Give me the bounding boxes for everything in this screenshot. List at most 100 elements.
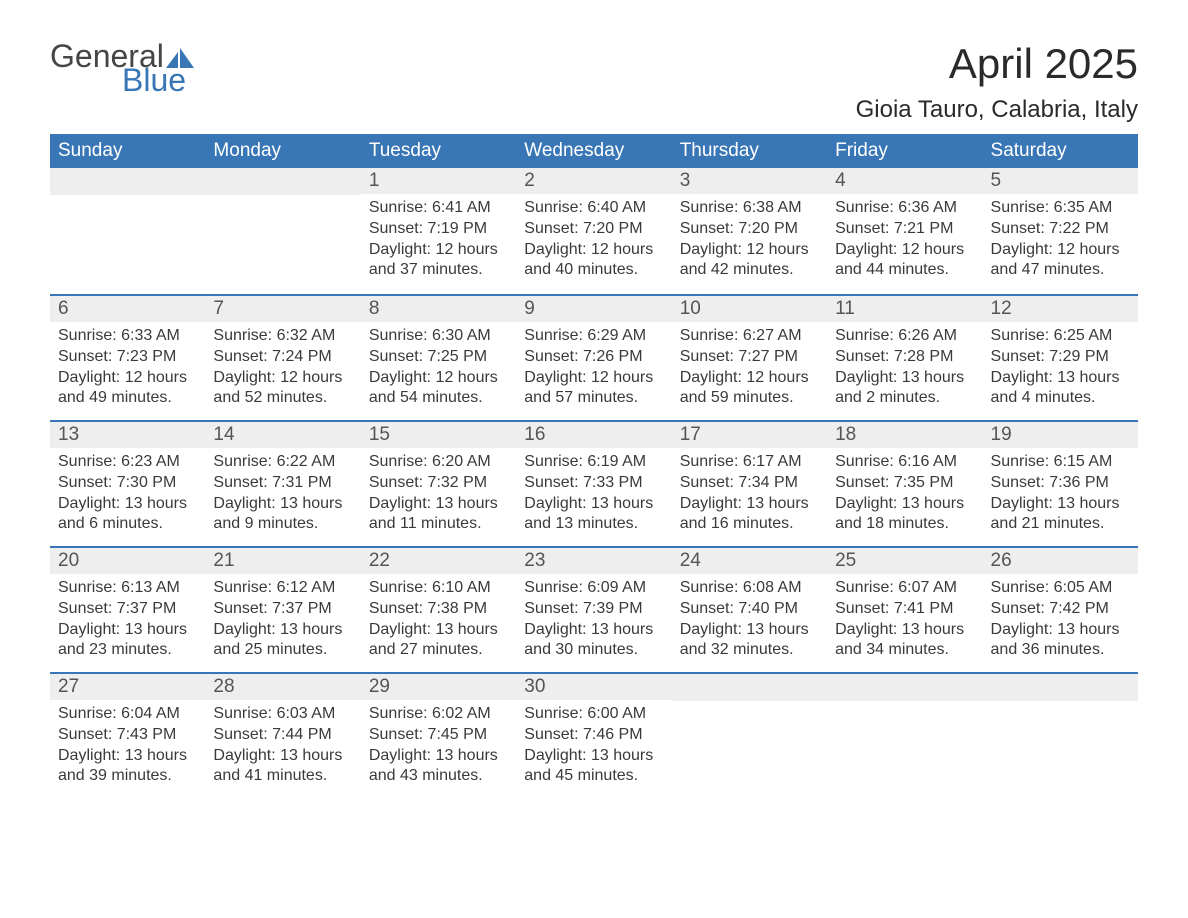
calendar-week: 20Sunrise: 6:13 AMSunset: 7:37 PMDayligh… (50, 546, 1138, 672)
calendar-day-cell: 8Sunrise: 6:30 AMSunset: 7:25 PMDaylight… (361, 296, 516, 420)
day-daylight1: Daylight: 13 hours (991, 494, 1130, 515)
day-sunset: Sunset: 7:31 PM (213, 473, 352, 494)
day-sunrise: Sunrise: 6:32 AM (213, 326, 352, 347)
day-sunset: Sunset: 7:29 PM (991, 347, 1130, 368)
day-number: 12 (983, 296, 1138, 322)
day-daylight1: Daylight: 13 hours (524, 494, 663, 515)
day-sunrise: Sunrise: 6:10 AM (369, 578, 508, 599)
day-sunset: Sunset: 7:44 PM (213, 725, 352, 746)
day-number: 29 (361, 674, 516, 700)
day-number: 24 (672, 548, 827, 574)
day-daylight2: and 40 minutes. (524, 260, 663, 281)
title-block: April 2025 Gioia Tauro, Calabria, Italy (856, 40, 1138, 124)
day-content: Sunrise: 6:05 AMSunset: 7:42 PMDaylight:… (983, 574, 1138, 665)
day-content: Sunrise: 6:17 AMSunset: 7:34 PMDaylight:… (672, 448, 827, 539)
day-number: 16 (516, 422, 671, 448)
day-daylight2: and 36 minutes. (991, 640, 1130, 661)
day-number: 1 (361, 168, 516, 194)
calendar-day-cell (827, 674, 982, 798)
day-daylight2: and 23 minutes. (58, 640, 197, 661)
day-content: Sunrise: 6:19 AMSunset: 7:33 PMDaylight:… (516, 448, 671, 539)
day-number: 15 (361, 422, 516, 448)
day-daylight2: and 37 minutes. (369, 260, 508, 281)
day-number: 3 (672, 168, 827, 194)
day-daylight2: and 41 minutes. (213, 766, 352, 787)
day-number (205, 168, 360, 195)
day-sunset: Sunset: 7:32 PM (369, 473, 508, 494)
day-daylight2: and 52 minutes. (213, 388, 352, 409)
calendar-day-cell: 5Sunrise: 6:35 AMSunset: 7:22 PMDaylight… (983, 168, 1138, 294)
logo-text-blue: Blue (122, 64, 194, 96)
day-daylight1: Daylight: 13 hours (991, 368, 1130, 389)
day-sunset: Sunset: 7:40 PM (680, 599, 819, 620)
day-content: Sunrise: 6:07 AMSunset: 7:41 PMDaylight:… (827, 574, 982, 665)
calendar-day-cell: 17Sunrise: 6:17 AMSunset: 7:34 PMDayligh… (672, 422, 827, 546)
day-number (827, 674, 982, 701)
day-daylight1: Daylight: 13 hours (369, 494, 508, 515)
day-sunset: Sunset: 7:20 PM (524, 219, 663, 240)
day-sunrise: Sunrise: 6:35 AM (991, 198, 1130, 219)
day-content: Sunrise: 6:16 AMSunset: 7:35 PMDaylight:… (827, 448, 982, 539)
day-daylight1: Daylight: 13 hours (680, 494, 819, 515)
day-sunset: Sunset: 7:26 PM (524, 347, 663, 368)
day-content: Sunrise: 6:27 AMSunset: 7:27 PMDaylight:… (672, 322, 827, 413)
calendar-day-cell: 1Sunrise: 6:41 AMSunset: 7:19 PMDaylight… (361, 168, 516, 294)
day-number: 7 (205, 296, 360, 322)
day-daylight2: and 43 minutes. (369, 766, 508, 787)
day-content: Sunrise: 6:40 AMSunset: 7:20 PMDaylight:… (516, 194, 671, 285)
day-sunset: Sunset: 7:22 PM (991, 219, 1130, 240)
day-sunset: Sunset: 7:28 PM (835, 347, 974, 368)
day-sunset: Sunset: 7:20 PM (680, 219, 819, 240)
day-sunset: Sunset: 7:35 PM (835, 473, 974, 494)
day-sunset: Sunset: 7:30 PM (58, 473, 197, 494)
day-sunset: Sunset: 7:45 PM (369, 725, 508, 746)
day-daylight2: and 21 minutes. (991, 514, 1130, 535)
day-header: Thursday (672, 134, 827, 168)
day-daylight1: Daylight: 13 hours (213, 620, 352, 641)
day-daylight1: Daylight: 12 hours (524, 368, 663, 389)
day-content: Sunrise: 6:03 AMSunset: 7:44 PMDaylight:… (205, 700, 360, 791)
day-content: Sunrise: 6:25 AMSunset: 7:29 PMDaylight:… (983, 322, 1138, 413)
day-number: 22 (361, 548, 516, 574)
day-sunrise: Sunrise: 6:12 AM (213, 578, 352, 599)
day-daylight1: Daylight: 13 hours (58, 746, 197, 767)
calendar-day-cell: 19Sunrise: 6:15 AMSunset: 7:36 PMDayligh… (983, 422, 1138, 546)
day-number: 19 (983, 422, 1138, 448)
day-sunset: Sunset: 7:21 PM (835, 219, 974, 240)
calendar-day-cell (50, 168, 205, 294)
calendar-day-cell: 12Sunrise: 6:25 AMSunset: 7:29 PMDayligh… (983, 296, 1138, 420)
day-content: Sunrise: 6:10 AMSunset: 7:38 PMDaylight:… (361, 574, 516, 665)
day-content: Sunrise: 6:12 AMSunset: 7:37 PMDaylight:… (205, 574, 360, 665)
calendar-grid: Sunday Monday Tuesday Wednesday Thursday… (50, 134, 1138, 798)
day-number: 4 (827, 168, 982, 194)
calendar-week: 27Sunrise: 6:04 AMSunset: 7:43 PMDayligh… (50, 672, 1138, 798)
day-content: Sunrise: 6:32 AMSunset: 7:24 PMDaylight:… (205, 322, 360, 413)
calendar-day-cell (983, 674, 1138, 798)
calendar-day-cell: 14Sunrise: 6:22 AMSunset: 7:31 PMDayligh… (205, 422, 360, 546)
day-daylight1: Daylight: 12 hours (58, 368, 197, 389)
day-number: 11 (827, 296, 982, 322)
calendar-day-cell: 11Sunrise: 6:26 AMSunset: 7:28 PMDayligh… (827, 296, 982, 420)
day-daylight2: and 57 minutes. (524, 388, 663, 409)
day-sunrise: Sunrise: 6:20 AM (369, 452, 508, 473)
day-daylight1: Daylight: 12 hours (524, 240, 663, 261)
day-header: Wednesday (516, 134, 671, 168)
calendar-day-cell: 18Sunrise: 6:16 AMSunset: 7:35 PMDayligh… (827, 422, 982, 546)
day-content: Sunrise: 6:09 AMSunset: 7:39 PMDaylight:… (516, 574, 671, 665)
day-number: 9 (516, 296, 671, 322)
day-sunset: Sunset: 7:41 PM (835, 599, 974, 620)
calendar-week: 6Sunrise: 6:33 AMSunset: 7:23 PMDaylight… (50, 294, 1138, 420)
calendar-day-cell: 25Sunrise: 6:07 AMSunset: 7:41 PMDayligh… (827, 548, 982, 672)
calendar-day-cell: 20Sunrise: 6:13 AMSunset: 7:37 PMDayligh… (50, 548, 205, 672)
calendar-day-cell: 27Sunrise: 6:04 AMSunset: 7:43 PMDayligh… (50, 674, 205, 798)
day-number: 21 (205, 548, 360, 574)
day-number: 27 (50, 674, 205, 700)
day-sunset: Sunset: 7:39 PM (524, 599, 663, 620)
day-daylight2: and 39 minutes. (58, 766, 197, 787)
day-sunrise: Sunrise: 6:04 AM (58, 704, 197, 725)
day-daylight2: and 25 minutes. (213, 640, 352, 661)
day-number: 23 (516, 548, 671, 574)
day-daylight1: Daylight: 12 hours (680, 240, 819, 261)
day-daylight1: Daylight: 13 hours (369, 746, 508, 767)
day-sunrise: Sunrise: 6:29 AM (524, 326, 663, 347)
